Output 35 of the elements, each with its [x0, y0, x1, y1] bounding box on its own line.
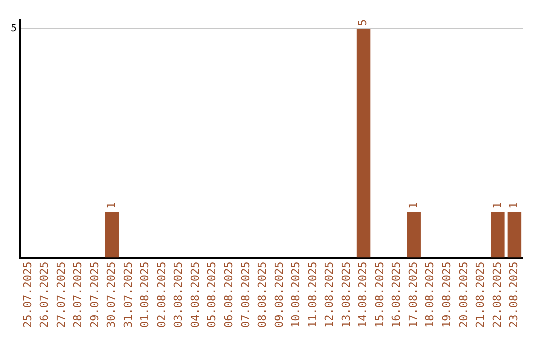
- data-label: 1: [490, 202, 504, 210]
- x-tick-label: 03.08.2025: [172, 262, 186, 328]
- x-tick-label: 28.07.2025: [72, 262, 85, 328]
- x-tick-label: 07.08.2025: [239, 262, 252, 328]
- data-label: 1: [406, 202, 420, 210]
- x-tick-label: 18.08.2025: [424, 262, 437, 328]
- x-tick-label: 20.08.2025: [457, 262, 470, 328]
- x-tick-label: 12.08.2025: [323, 262, 336, 328]
- x-tick-label: 25.07.2025: [21, 262, 34, 328]
- data-label: 1: [508, 202, 521, 210]
- x-tick-label: 14.08.2025: [356, 262, 370, 328]
- x-tick-label: 16.08.2025: [390, 262, 404, 328]
- x-tick-label: 08.08.2025: [256, 262, 270, 328]
- x-tick-label: 21.08.2025: [474, 262, 488, 328]
- x-tick-label: 06.08.2025: [222, 262, 236, 328]
- x-tick-label: 19.08.2025: [440, 262, 454, 328]
- x-tick-label: 05.08.2025: [206, 262, 219, 328]
- data-label: 1: [105, 202, 118, 210]
- x-tick-label: 22.08.2025: [490, 262, 504, 328]
- x-tick-label: 27.07.2025: [54, 262, 68, 328]
- x-tick-label: 26.07.2025: [38, 262, 52, 328]
- x-tick-label: 30.07.2025: [105, 262, 118, 328]
- x-tick-label: 11.08.2025: [306, 262, 320, 328]
- x-tick-label: 23.08.2025: [508, 262, 521, 328]
- x-tick-label: 09.08.2025: [272, 262, 286, 328]
- x-tick-label: 10.08.2025: [290, 262, 303, 328]
- x-tick-label: 15.08.2025: [373, 262, 386, 328]
- x-tick-label: 31.07.2025: [122, 262, 135, 328]
- x-tick-label: 29.07.2025: [88, 262, 102, 328]
- data-label: 5: [356, 20, 370, 26]
- x-tick-label: 04.08.2025: [188, 262, 202, 328]
- x-tick-label: 17.08.2025: [406, 262, 420, 328]
- x-tick-label: 13.08.2025: [340, 262, 353, 328]
- x-tick-label: 02.08.2025: [155, 262, 168, 328]
- x-tick-label: 01.08.2025: [138, 262, 152, 328]
